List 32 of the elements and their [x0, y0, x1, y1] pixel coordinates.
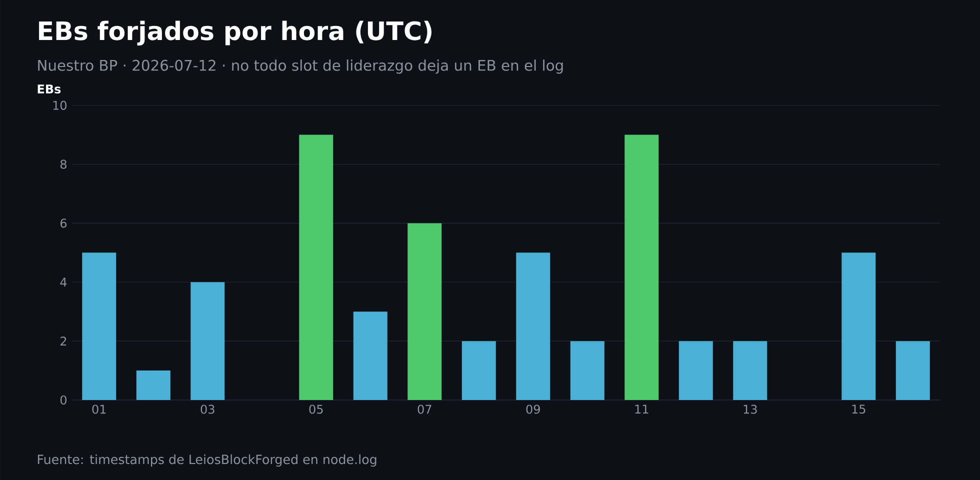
x-tick-label: 11	[635, 404, 648, 414]
bar	[624, 134, 659, 400]
bar	[82, 252, 116, 400]
y-tick-label: 4	[60, 278, 67, 287]
bar	[408, 223, 442, 400]
y-tick-label: 0	[60, 395, 66, 405]
bar	[353, 312, 388, 400]
bar	[570, 341, 604, 400]
source-note: Fuente: timestamps de LeiosBlockForged en node.log	[38, 454, 376, 467]
y-axis-title: EBs	[38, 84, 61, 94]
y-tick-label: 8	[60, 160, 66, 169]
bar	[516, 252, 550, 400]
x-tick-label: 03	[200, 404, 214, 414]
y-tick-label: 2	[60, 336, 66, 346]
y-tick-label: 6	[60, 218, 67, 228]
x-tick-label: 15	[852, 404, 866, 414]
chart-subtitle: Nuestro BP · 2026-07-12 · no todo slot de liderazgo deja un EB en el log	[38, 60, 563, 74]
bar	[190, 282, 225, 400]
bar	[136, 370, 170, 400]
chart-title: EBs forjados por hora (UTC)	[39, 20, 432, 46]
bar	[462, 341, 496, 400]
bar	[842, 252, 876, 400]
x-tick-label: 07	[418, 404, 432, 414]
x-tick-label: 13	[744, 404, 757, 414]
x-tick-label: 01	[92, 404, 106, 414]
x-tick-label: 09	[526, 404, 540, 414]
bar	[733, 341, 768, 400]
bar	[299, 134, 334, 400]
bar	[896, 341, 930, 400]
bar	[678, 341, 713, 400]
y-tick-label: 10	[53, 100, 66, 110]
x-tick-label: 05	[309, 404, 323, 414]
